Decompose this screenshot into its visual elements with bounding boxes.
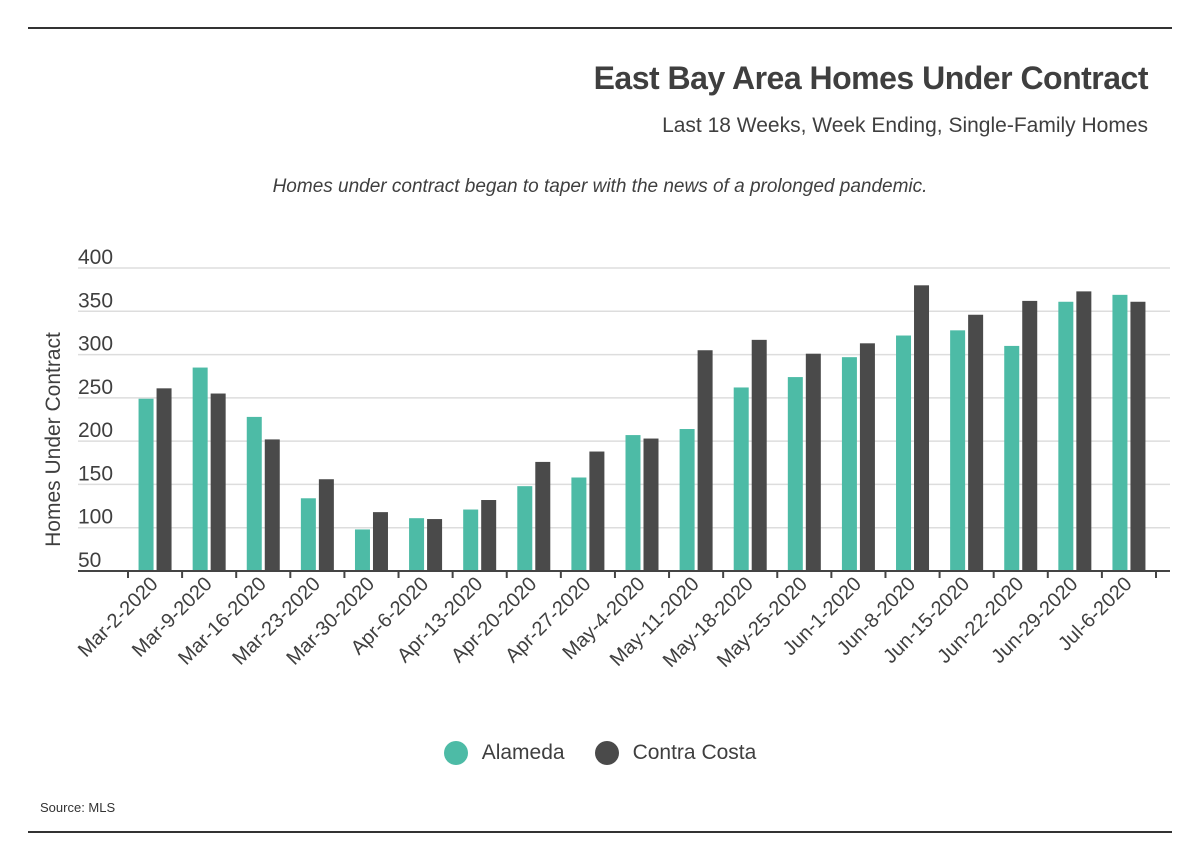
chart-title: East Bay Area Homes Under Contract: [593, 60, 1149, 96]
y-tick-label: 250: [78, 376, 113, 399]
y-tick-label: 400: [78, 246, 113, 269]
y-tick-label: 200: [78, 419, 113, 442]
bar-contra-costa: [1022, 300, 1038, 571]
bar-contra-costa: [805, 353, 821, 571]
y-tick-label: 100: [78, 506, 113, 529]
bar-contra-costa: [156, 388, 172, 571]
bar-alameda: [1058, 301, 1074, 571]
bar-contra-costa: [643, 438, 659, 571]
chart-subtitle: Last 18 Weeks, Week Ending, Single-Famil…: [662, 114, 1148, 137]
y-tick-label: 150: [78, 462, 113, 485]
bar-contra-costa: [751, 339, 767, 571]
bottom-rule: [28, 831, 1172, 833]
bar-alameda: [409, 518, 425, 571]
bar-alameda: [354, 529, 370, 571]
bar-alameda: [679, 429, 695, 571]
bar-contra-costa: [1130, 301, 1146, 571]
chart-annotation: Homes under contract began to taper with…: [272, 176, 928, 197]
bar-alameda: [896, 335, 912, 571]
bar-contra-costa: [427, 519, 443, 571]
bar-alameda: [246, 416, 262, 571]
bar-alameda: [138, 398, 154, 571]
bar-alameda: [192, 367, 208, 571]
bar-contra-costa: [210, 393, 226, 571]
y-axis-label: Homes Under Contract: [42, 332, 65, 547]
bar-alameda: [300, 498, 316, 571]
legend-swatch-alameda: [443, 741, 468, 765]
bar-contra-costa: [535, 461, 551, 571]
y-tick-label: 50: [78, 549, 101, 572]
legend-label-contra-costa: Contra Costa: [632, 741, 757, 764]
bar-alameda: [1004, 345, 1020, 571]
bar-alameda: [1112, 294, 1128, 571]
bar-alameda: [517, 486, 533, 571]
legend-swatch-contra-costa: [594, 741, 619, 765]
bar-contra-costa: [264, 439, 280, 571]
y-tick-label: 300: [78, 333, 113, 356]
source-note: Source: MLS: [40, 800, 116, 815]
bar-contra-costa: [1076, 291, 1092, 571]
bar-alameda: [787, 377, 803, 571]
bar-contra-costa: [372, 512, 388, 571]
bar-contra-costa: [859, 343, 875, 571]
bar-contra-costa: [914, 285, 930, 571]
legend-item-contra-costa: Contra Costa: [594, 741, 757, 765]
bar-alameda: [625, 435, 641, 571]
bar-alameda: [841, 357, 857, 571]
bar-alameda: [733, 387, 749, 571]
bar-contra-costa: [318, 479, 334, 571]
legend-label-alameda: Alameda: [481, 741, 565, 764]
bar-alameda: [571, 477, 587, 571]
y-tick-label: 350: [78, 289, 113, 312]
bar-contra-costa: [481, 500, 497, 571]
top-rule: [28, 27, 1172, 29]
legend: Alameda Contra Costa: [0, 741, 1200, 765]
bar-contra-costa: [589, 451, 605, 571]
legend-item-alameda: Alameda: [443, 741, 565, 765]
bar-contra-costa: [697, 350, 713, 571]
bar-alameda: [463, 509, 479, 571]
bar-contra-costa: [968, 314, 984, 571]
bar-alameda: [950, 330, 966, 571]
